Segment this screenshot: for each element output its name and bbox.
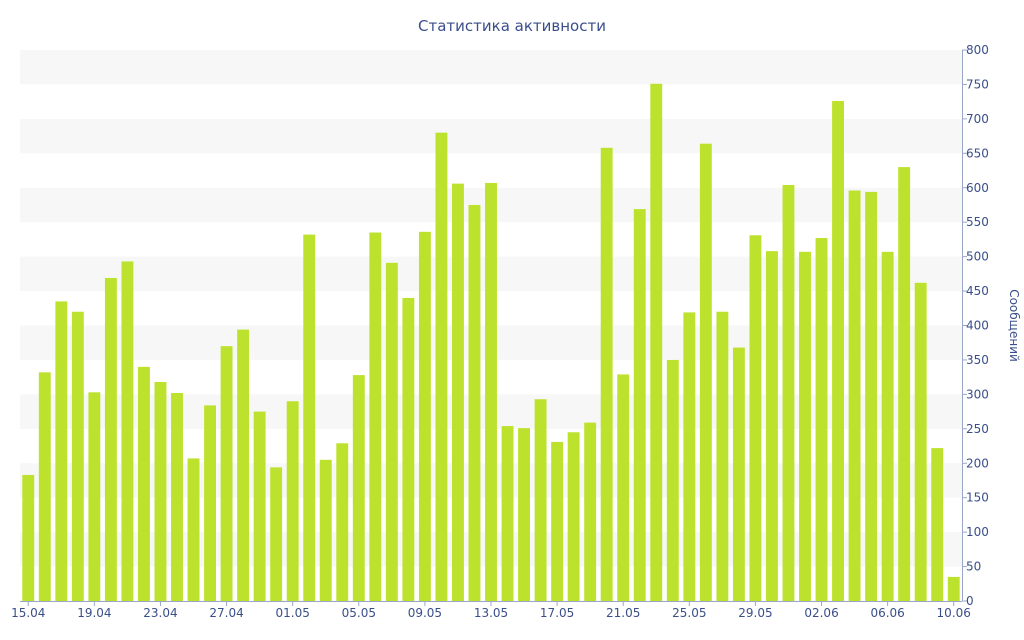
bar-07.06 — [898, 167, 911, 601]
bar-20.05 — [600, 147, 613, 602]
bar-24.05 — [666, 359, 679, 601]
y-tick-label: 750 — [966, 77, 989, 91]
x-tick-label: 13.05 — [474, 606, 508, 620]
bar-09.05 — [418, 231, 431, 601]
bar-08.05 — [402, 297, 415, 601]
bar-27.05 — [716, 311, 729, 601]
bar-01.05 — [286, 401, 299, 601]
bar-04.06 — [848, 190, 861, 601]
bar-06.06 — [881, 251, 894, 602]
bar-09.06 — [931, 448, 944, 601]
bar-07.05 — [385, 262, 398, 601]
bar-11.05 — [452, 183, 464, 601]
bar-13.05 — [485, 182, 497, 601]
bar-23.05 — [650, 83, 663, 601]
bar-30.04 — [270, 467, 283, 601]
y-tick-label: 350 — [966, 353, 989, 367]
bar-26.04 — [204, 405, 216, 601]
bar-23.04 — [154, 381, 167, 601]
bar-21.05 — [617, 374, 630, 601]
y-tick-label: 250 — [966, 422, 989, 436]
bar-24.04 — [171, 393, 183, 601]
bar-05.05 — [352, 375, 365, 601]
y-tick-label: 550 — [966, 215, 989, 229]
bar-02.06 — [815, 238, 828, 601]
grid-band — [20, 50, 962, 85]
x-tick-label: 29.05 — [738, 606, 772, 620]
x-tick-label: 10.06 — [937, 606, 971, 620]
bar-16.05 — [534, 399, 547, 601]
bar-15.04 — [22, 474, 35, 601]
x-tick-label: 06.06 — [870, 606, 904, 620]
axes-group: 0 50 100 150 200 250 300 350 400 450 500 550 600 650 7… — [11, 43, 989, 620]
y-tick-label: 400 — [966, 319, 989, 333]
y-tick-label: 50 — [966, 560, 981, 574]
y-tick-label: 100 — [966, 525, 989, 539]
x-tick-label: 15.04 — [11, 606, 45, 620]
bar-15.05 — [518, 428, 530, 601]
bar-31.05 — [782, 185, 795, 601]
x-tick-label: 21.05 — [606, 606, 640, 620]
bar-10.05 — [435, 132, 448, 601]
bar-17.05 — [551, 441, 564, 601]
bar-28.04 — [237, 329, 250, 601]
y-axis-label: Сообщений — [1007, 289, 1021, 362]
bar-19.05 — [584, 422, 597, 601]
bar-16.04 — [38, 372, 51, 601]
y-tick-label: 200 — [966, 456, 989, 470]
bar-18.05 — [567, 432, 580, 601]
bar-20.04 — [104, 277, 117, 601]
bar-25.04 — [187, 458, 200, 601]
bar-18.04 — [71, 311, 84, 601]
bar-29.05 — [749, 235, 762, 601]
bar-28.05 — [732, 347, 745, 601]
x-tick-label: 23.04 — [143, 606, 177, 620]
bar-02.05 — [303, 234, 316, 601]
bar-04.05 — [336, 443, 349, 601]
bar-06.05 — [369, 232, 382, 601]
bar-26.05 — [699, 143, 712, 602]
x-tick-label: 01.05 — [276, 606, 310, 620]
bar-29.04 — [253, 411, 266, 601]
bar-01.06 — [799, 251, 811, 602]
bar-19.04 — [88, 392, 101, 601]
x-tick-label: 19.04 — [77, 606, 111, 620]
y-tick-label: 150 — [966, 491, 989, 505]
x-tick-label: 05.05 — [342, 606, 376, 620]
bar-30.05 — [766, 251, 778, 601]
x-tick-label: 09.05 — [408, 606, 442, 620]
y-tick-label: 450 — [966, 284, 989, 298]
x-tick-label: 25.05 — [672, 606, 706, 620]
bar-21.04 — [121, 261, 134, 601]
grid-band — [20, 118, 962, 154]
y-tick-label: 700 — [966, 112, 989, 126]
x-tick-label: 02.06 — [804, 606, 838, 620]
bar-27.04 — [220, 346, 233, 601]
bar-10.06 — [947, 576, 960, 601]
bar-08.06 — [914, 282, 927, 601]
bars-group — [22, 83, 960, 602]
x-tick-label: 27.04 — [209, 606, 243, 620]
bar-03.06 — [832, 100, 844, 601]
bar-22.05 — [633, 209, 646, 601]
x-tick-label: 17.05 — [540, 606, 574, 620]
y-tick-label: 300 — [966, 387, 989, 401]
bar-14.05 — [501, 426, 514, 601]
bar-17.04 — [55, 301, 68, 601]
y-tick-label: 650 — [966, 146, 989, 160]
bar-05.06 — [865, 191, 878, 601]
bar-22.04 — [138, 366, 150, 601]
y-tick-label: 0 — [966, 594, 974, 608]
y-tick-label: 800 — [966, 43, 989, 57]
chart-title: Статистика активности — [418, 17, 606, 35]
y-tick-label: 600 — [966, 181, 989, 195]
bar-12.05 — [468, 204, 481, 601]
bar-25.05 — [683, 312, 696, 601]
bar-03.05 — [319, 459, 332, 601]
y-tick-label: 500 — [966, 250, 989, 264]
